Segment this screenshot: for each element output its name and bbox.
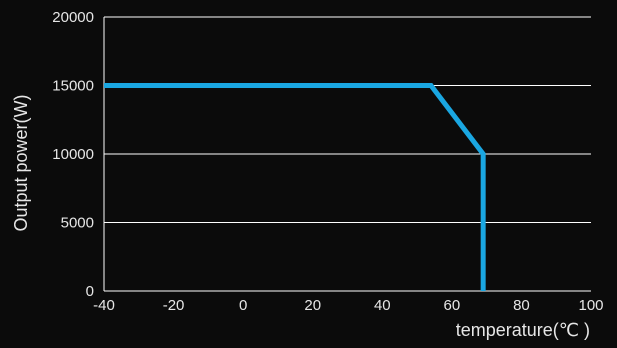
y-tick-label-2: 10000: [52, 146, 94, 163]
y-tick-label-0: 0: [86, 283, 94, 300]
y-tick-label-1: 5000: [61, 215, 94, 232]
x-axis-label: temperature(℃ ): [456, 320, 590, 340]
x-tick-label-6: 80: [513, 297, 530, 314]
x-tick-label-2: 0: [239, 297, 247, 314]
x-tick-label-1: -20: [163, 297, 185, 314]
y-tick-label-4: 20000: [52, 9, 94, 26]
x-tick-label-3: 20: [304, 297, 321, 314]
x-tick-label-5: 60: [444, 297, 461, 314]
axes: [103, 17, 591, 292]
x-tick-label-7: 100: [578, 297, 603, 314]
x-tick-label-4: 40: [374, 297, 391, 314]
series-line-0: [104, 83, 486, 291]
series-layer: [104, 83, 486, 291]
y-tick-label-3: 15000: [52, 78, 94, 95]
y-axis-label: Output power(W): [11, 94, 31, 231]
x-tick-label-0: -40: [93, 297, 115, 314]
tick-labels: 0 5000 10000 15000 20000 -40 -20 0 20 40 60 80 100: [52, 9, 603, 314]
